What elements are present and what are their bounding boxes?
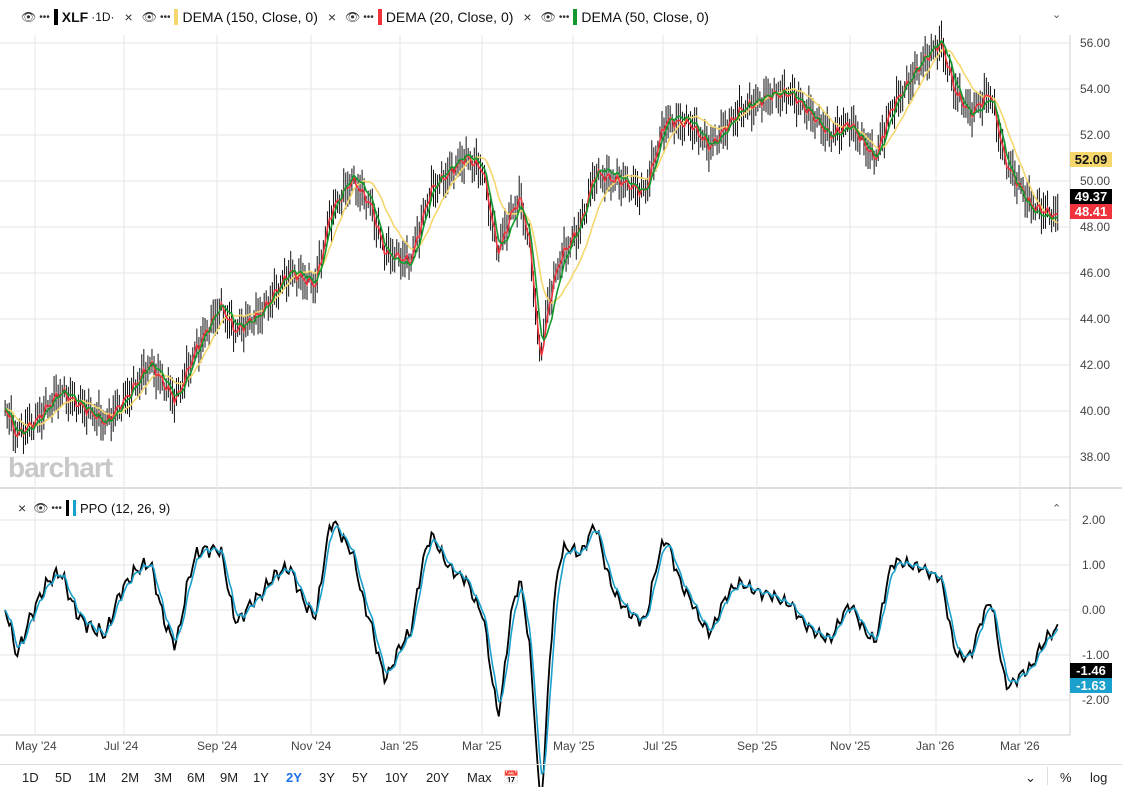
- range-button-9m[interactable]: 9M: [220, 770, 239, 785]
- ppo-last-tag: -1.46: [1070, 663, 1112, 678]
- ppo-signal-line: [4, 524, 1059, 775]
- price-tick-label: 44.00: [1080, 312, 1111, 326]
- price-legend: 👁 ••• XLF ·1D· × 👁 ••• DEMA (150, Close, 0) …: [18, 9, 709, 25]
- time-tick-label: Sep '24: [197, 739, 238, 753]
- price-tick-label: 54.00: [1080, 82, 1111, 96]
- dema20-line: [4, 38, 1059, 438]
- price-tick-label: 46.00: [1080, 266, 1111, 280]
- dema150-label[interactable]: DEMA (150, Close, 0): [182, 9, 318, 25]
- ppo-tick-label: 1.00: [1082, 558, 1106, 572]
- time-tick-label: May '25: [553, 739, 595, 753]
- ppo-tick-label: 2.00: [1082, 513, 1106, 527]
- price-tick-label: 52.00: [1080, 128, 1111, 142]
- range-button-3m[interactable]: 3M: [154, 770, 173, 785]
- ppo-tick-label: 0.00: [1082, 603, 1106, 617]
- range-button-max[interactable]: Max: [467, 770, 492, 785]
- double-chevron-down-icon[interactable]: ⌄: [1025, 770, 1036, 785]
- dema50-label[interactable]: DEMA (50, Close, 0): [581, 9, 709, 25]
- price-tick-label: 56.00: [1080, 36, 1111, 50]
- range-button-1y[interactable]: 1Y: [253, 770, 269, 785]
- range-button-5y[interactable]: 5Y: [352, 770, 368, 785]
- close-icon[interactable]: ×: [523, 9, 532, 25]
- price-tick-label: 40.00: [1080, 404, 1111, 418]
- range-button-10y[interactable]: 10Y: [385, 770, 409, 785]
- symbol-swatch: [53, 9, 58, 25]
- range-button-1m[interactable]: 1M: [88, 770, 107, 785]
- range-button-20y[interactable]: 20Y: [426, 770, 450, 785]
- close-last-tag: 49.37: [1070, 189, 1112, 204]
- eye-icon[interactable]: 👁: [345, 10, 361, 24]
- ppo-legend: × 👁 ••• PPO (12, 26, 9): [18, 500, 170, 516]
- range-button-1d[interactable]: 1D: [22, 770, 39, 785]
- time-tick-label: Jul '25: [643, 739, 678, 753]
- dema150-last-tag: 52.09: [1070, 152, 1112, 167]
- calendar-icon[interactable]: 📅: [503, 770, 520, 785]
- ppo-tick-label: -1.00: [1082, 648, 1110, 662]
- time-tick-label: Jan '26: [916, 739, 955, 753]
- eye-icon[interactable]: 👁: [540, 10, 556, 24]
- dema20-swatch: [377, 9, 382, 25]
- ppo-signal-last-tag: -1.63: [1070, 678, 1112, 693]
- time-tick-label: Jan '25: [380, 739, 419, 753]
- eye-icon[interactable]: 👁: [21, 10, 37, 24]
- dema150-swatch: [174, 9, 179, 25]
- symbol-label[interactable]: XLF: [61, 9, 89, 25]
- range-button-6m[interactable]: 6M: [187, 770, 206, 785]
- price-tick-label: 38.00: [1080, 450, 1111, 464]
- collapse-chevron-icon[interactable]: ⌄: [1052, 9, 1062, 21]
- time-tick-label: Nov '25: [830, 739, 871, 753]
- eye-icon[interactable]: 👁: [33, 501, 49, 515]
- dema20-last-tag: 48.41: [1070, 204, 1112, 219]
- range-button-5d[interactable]: 5D: [55, 770, 72, 785]
- log-toggle[interactable]: log: [1090, 770, 1108, 785]
- eye-icon[interactable]: 👁: [141, 10, 157, 24]
- ppo-label[interactable]: PPO (12, 26, 9): [79, 500, 171, 516]
- price-tick-label: 48.00: [1080, 220, 1111, 234]
- divider: [1047, 767, 1048, 785]
- close-icon[interactable]: ×: [327, 9, 337, 25]
- time-tick-label: Sep '25: [737, 739, 778, 753]
- more-icon[interactable]: •••: [51, 502, 62, 514]
- ppo-signal-swatch: [72, 500, 76, 516]
- more-icon[interactable]: •••: [39, 11, 50, 23]
- ppo-line: [4, 520, 1059, 787]
- close-icon[interactable]: ×: [124, 9, 133, 25]
- range-toolbar: 1D 5D 1M 2M 3M 6M 9M 1Y 2Y 3Y 5Y 10Y 20Y Max 📅 ⌄ % lo…: [0, 764, 1122, 788]
- percent-toggle[interactable]: %: [1060, 770, 1072, 785]
- price-tick-label: 50.00: [1080, 174, 1111, 188]
- range-button-2m[interactable]: 2M: [121, 770, 140, 785]
- range-button-2y[interactable]: 2Y: [286, 770, 302, 785]
- close-icon[interactable]: ×: [18, 500, 27, 516]
- time-tick-label: Mar '25: [462, 739, 502, 753]
- time-tick-label: Jul '24: [104, 739, 139, 753]
- more-icon[interactable]: •••: [159, 11, 171, 23]
- chevron-up-icon[interactable]: ⌃: [1052, 503, 1062, 515]
- dema20-label[interactable]: DEMA (20, Close, 0): [385, 9, 514, 25]
- range-button-3y[interactable]: 3Y: [319, 770, 335, 785]
- interval-label[interactable]: ·1D·: [91, 10, 115, 24]
- barchart-watermark: barchart: [8, 452, 113, 483]
- ppo-tick-label: -2.00: [1082, 693, 1110, 707]
- time-tick-label: Nov '24: [291, 739, 332, 753]
- price-tick-label: 42.00: [1080, 358, 1111, 372]
- dema50-line: [4, 39, 1058, 435]
- more-icon[interactable]: •••: [363, 11, 374, 23]
- time-tick-label: Mar '26: [1000, 739, 1040, 753]
- dema50-swatch: [573, 9, 578, 25]
- more-icon[interactable]: •••: [558, 11, 570, 23]
- ppo-swatch: [65, 500, 69, 516]
- time-tick-label: May '24: [15, 739, 57, 753]
